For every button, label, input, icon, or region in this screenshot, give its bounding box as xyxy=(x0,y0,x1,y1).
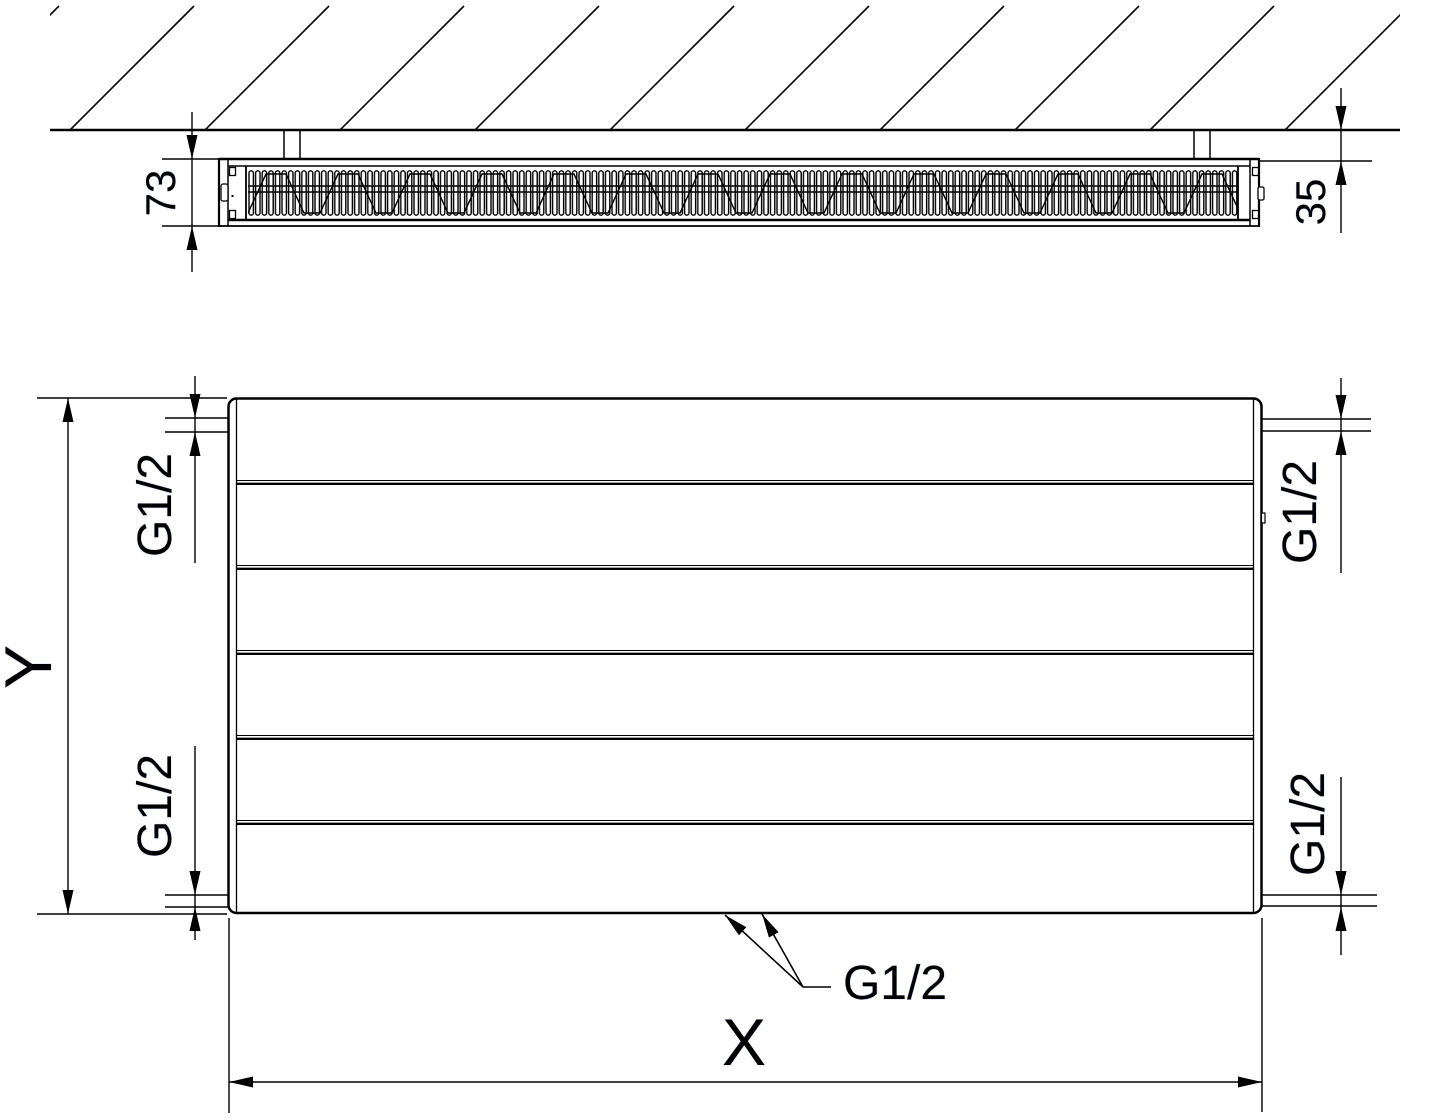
thread-bottom-right-label: G1/2 xyxy=(1282,771,1335,877)
panel-grooves xyxy=(237,479,1253,825)
mounting-brackets xyxy=(283,131,1211,159)
wall-distance-dimension-label: 35 xyxy=(1287,178,1334,226)
convector-fins xyxy=(248,170,1238,216)
dimension-wall-distance-35 xyxy=(1259,88,1372,233)
right-plug xyxy=(1257,186,1265,201)
radiator-top-view xyxy=(217,157,1265,227)
height-axis-label: Y xyxy=(0,645,65,689)
thread-top-right-label: G1/2 xyxy=(1274,459,1327,565)
end-cap-details xyxy=(220,166,1265,220)
dimension-thread-top-left xyxy=(189,376,201,563)
radiator-front-view xyxy=(165,397,1377,915)
dimension-thread-top-right xyxy=(1335,378,1347,573)
depth-dimension-label: 73 xyxy=(137,169,184,217)
left-plug xyxy=(220,183,229,202)
dimension-thread-bottom-right xyxy=(1335,777,1347,955)
dimension-depth-73 xyxy=(162,112,222,272)
connection-stubs xyxy=(165,417,1377,908)
right-edge-tab xyxy=(1260,512,1266,524)
dimension-width-X xyxy=(228,918,1263,1113)
wall-hatching xyxy=(50,5,1400,131)
width-axis-label: X xyxy=(721,1005,767,1079)
thread-bottom-center-label: G1/2 xyxy=(842,957,948,1010)
dimension-thread-bottom-left xyxy=(189,746,201,940)
thread-bottom-left-label: G1/2 xyxy=(129,753,182,859)
thread-top-left-label: G1/2 xyxy=(129,452,182,558)
leader-thread-bottom-center xyxy=(724,913,831,988)
wall-section xyxy=(50,5,1400,132)
